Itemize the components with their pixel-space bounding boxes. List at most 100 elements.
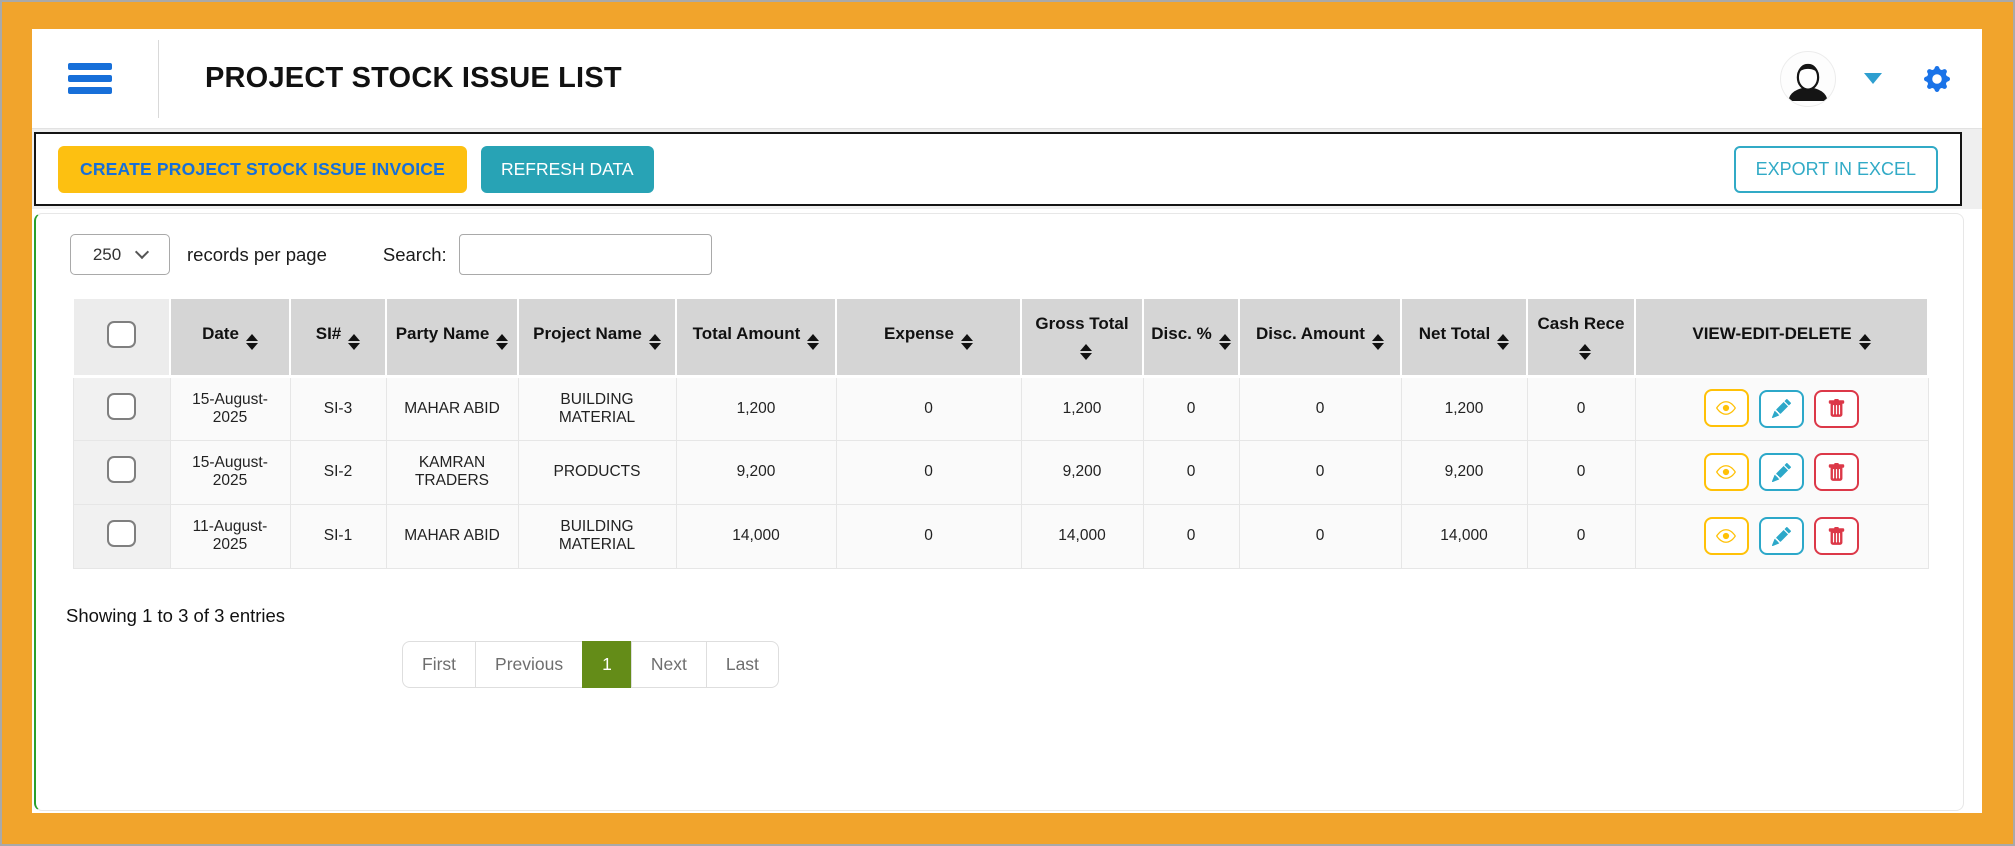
eye-icon bbox=[1716, 528, 1737, 543]
cell-net-total: 14,000 bbox=[1400, 503, 1528, 569]
export-excel-button[interactable]: EXPORT IN EXCEL bbox=[1733, 145, 1938, 193]
search-input[interactable] bbox=[458, 234, 712, 275]
delete-button[interactable] bbox=[1814, 389, 1860, 428]
cell-party: MAHAR ABID bbox=[385, 503, 519, 569]
cell-disc-amount: 0 bbox=[1238, 503, 1402, 569]
cell-project: BUILDING MATERIAL bbox=[517, 503, 677, 569]
sort-icon bbox=[1079, 343, 1092, 360]
cell-cash-rece: 0 bbox=[1526, 375, 1636, 441]
cell-si: SI-3 bbox=[289, 375, 387, 441]
column-header-cash-rece[interactable]: Cash Rece bbox=[1526, 297, 1636, 378]
cell-gross-total: 9,200 bbox=[1020, 439, 1144, 505]
edit-button[interactable] bbox=[1759, 453, 1804, 492]
row-checkbox[interactable] bbox=[107, 456, 136, 483]
user-avatar[interactable] bbox=[1780, 50, 1836, 107]
cell-si: SI-2 bbox=[289, 439, 387, 505]
column-header-total-amount[interactable]: Total Amount bbox=[675, 297, 837, 378]
cell-party: MAHAR ABID bbox=[385, 375, 519, 441]
search-label: Search: bbox=[382, 243, 447, 265]
profile-caret-down-icon[interactable] bbox=[1864, 73, 1882, 84]
app-header: PROJECT STOCK ISSUE LIST bbox=[32, 29, 1982, 129]
column-header-party-name[interactable]: Party Name bbox=[385, 297, 519, 378]
cell-total-amount: 14,000 bbox=[675, 503, 837, 569]
page-title: PROJECT STOCK ISSUE LIST bbox=[205, 62, 622, 94]
cell-project: BUILDING MATERIAL bbox=[517, 375, 677, 441]
table-controls: 250 records per page Search: bbox=[70, 234, 1963, 275]
edit-button[interactable] bbox=[1759, 389, 1804, 428]
column-header-gross-total[interactable]: Gross Total bbox=[1020, 297, 1144, 378]
sort-icon bbox=[1578, 343, 1591, 360]
pencil-icon bbox=[1772, 526, 1791, 546]
select-all-header bbox=[72, 297, 171, 378]
delete-button[interactable] bbox=[1814, 453, 1860, 492]
edit-button[interactable] bbox=[1759, 517, 1804, 556]
cell-disc-pct: 0 bbox=[1142, 503, 1240, 569]
cell-total-amount: 1,200 bbox=[675, 375, 837, 441]
person-icon bbox=[1781, 52, 1835, 105]
cell-actions bbox=[1634, 503, 1929, 569]
cell-disc-pct: 0 bbox=[1142, 439, 1240, 505]
view-button[interactable] bbox=[1703, 452, 1749, 491]
cell-actions bbox=[1634, 375, 1929, 441]
toolbar-strip: CREATE PROJECT STOCK ISSUE INVOICE REFRE… bbox=[32, 129, 1982, 209]
row-checkbox[interactable] bbox=[107, 520, 136, 547]
page: PROJECT STOCK ISSUE LIST bbox=[32, 29, 1982, 813]
refresh-data-button[interactable]: REFRESH DATA bbox=[480, 145, 654, 193]
column-header-actions[interactable]: VIEW-EDIT-DELETE bbox=[1634, 297, 1929, 378]
column-header-disc-pct[interactable]: Disc. % bbox=[1142, 297, 1240, 378]
cell-net-total: 1,200 bbox=[1400, 375, 1528, 441]
hamburger-menu-icon[interactable] bbox=[68, 58, 112, 99]
toolbar: CREATE PROJECT STOCK ISSUE INVOICE REFRE… bbox=[34, 132, 1962, 206]
eye-icon bbox=[1716, 401, 1737, 416]
sort-icon bbox=[1218, 333, 1231, 350]
cell-net-total: 9,200 bbox=[1400, 439, 1528, 505]
row-checkbox[interactable] bbox=[107, 392, 136, 420]
sort-icon bbox=[245, 333, 258, 350]
cell-expense: 0 bbox=[835, 375, 1022, 441]
pagination-next[interactable]: Next bbox=[630, 640, 707, 688]
cell-total-amount: 9,200 bbox=[675, 439, 837, 505]
showing-entries-text: Showing 1 to 3 of 3 entries bbox=[66, 604, 286, 626]
sort-icon bbox=[348, 333, 361, 350]
column-header-project-name[interactable]: Project Name bbox=[517, 297, 677, 378]
page-size-select[interactable]: 250 bbox=[70, 234, 170, 275]
cell-si: SI-1 bbox=[289, 503, 387, 569]
column-header-disc-amount[interactable]: Disc. Amount bbox=[1238, 297, 1402, 378]
pagination-page-1[interactable]: 1 bbox=[582, 640, 632, 688]
pagination-first[interactable]: First bbox=[402, 640, 477, 688]
pagination-last[interactable]: Last bbox=[705, 640, 779, 688]
cell-date: 11-August-2025 bbox=[169, 503, 291, 569]
trash-icon bbox=[1829, 526, 1845, 545]
view-button[interactable] bbox=[1703, 516, 1749, 555]
sort-icon bbox=[960, 333, 973, 350]
column-header-expense[interactable]: Expense bbox=[835, 297, 1022, 378]
sort-icon bbox=[496, 333, 509, 350]
sort-icon bbox=[1371, 333, 1384, 350]
table-row: 15-August-2025 SI-3 MAHAR ABID BUILDING … bbox=[72, 375, 1929, 441]
cell-expense: 0 bbox=[835, 503, 1022, 569]
trash-icon bbox=[1829, 462, 1845, 481]
column-header-net-total[interactable]: Net Total bbox=[1400, 297, 1528, 378]
chevron-down-icon bbox=[135, 244, 150, 260]
cell-expense: 0 bbox=[835, 439, 1022, 505]
cell-gross-total: 1,200 bbox=[1020, 375, 1144, 441]
select-all-checkbox[interactable] bbox=[107, 320, 136, 348]
trash-icon bbox=[1829, 399, 1845, 418]
page-size-value: 250 bbox=[92, 244, 122, 264]
sort-icon bbox=[648, 333, 661, 350]
column-header-date[interactable]: Date bbox=[169, 297, 291, 378]
view-button[interactable] bbox=[1703, 389, 1749, 428]
pencil-icon bbox=[1772, 399, 1791, 419]
pencil-icon bbox=[1772, 462, 1791, 482]
eye-icon bbox=[1716, 464, 1737, 479]
delete-button[interactable] bbox=[1814, 517, 1860, 556]
pagination-previous[interactable]: Previous bbox=[475, 640, 584, 688]
table-row: 11-August-2025 SI-1 MAHAR ABID BUILDING … bbox=[72, 503, 1929, 569]
cell-party: KAMRAN TRADERS bbox=[385, 439, 519, 505]
create-invoice-button[interactable]: CREATE PROJECT STOCK ISSUE INVOICE bbox=[58, 145, 467, 193]
settings-gear-icon[interactable] bbox=[1924, 65, 1950, 92]
column-header-si[interactable]: SI# bbox=[289, 297, 387, 378]
content-card: 250 records per page Search: Date bbox=[34, 213, 1964, 811]
sort-icon bbox=[1497, 333, 1510, 350]
